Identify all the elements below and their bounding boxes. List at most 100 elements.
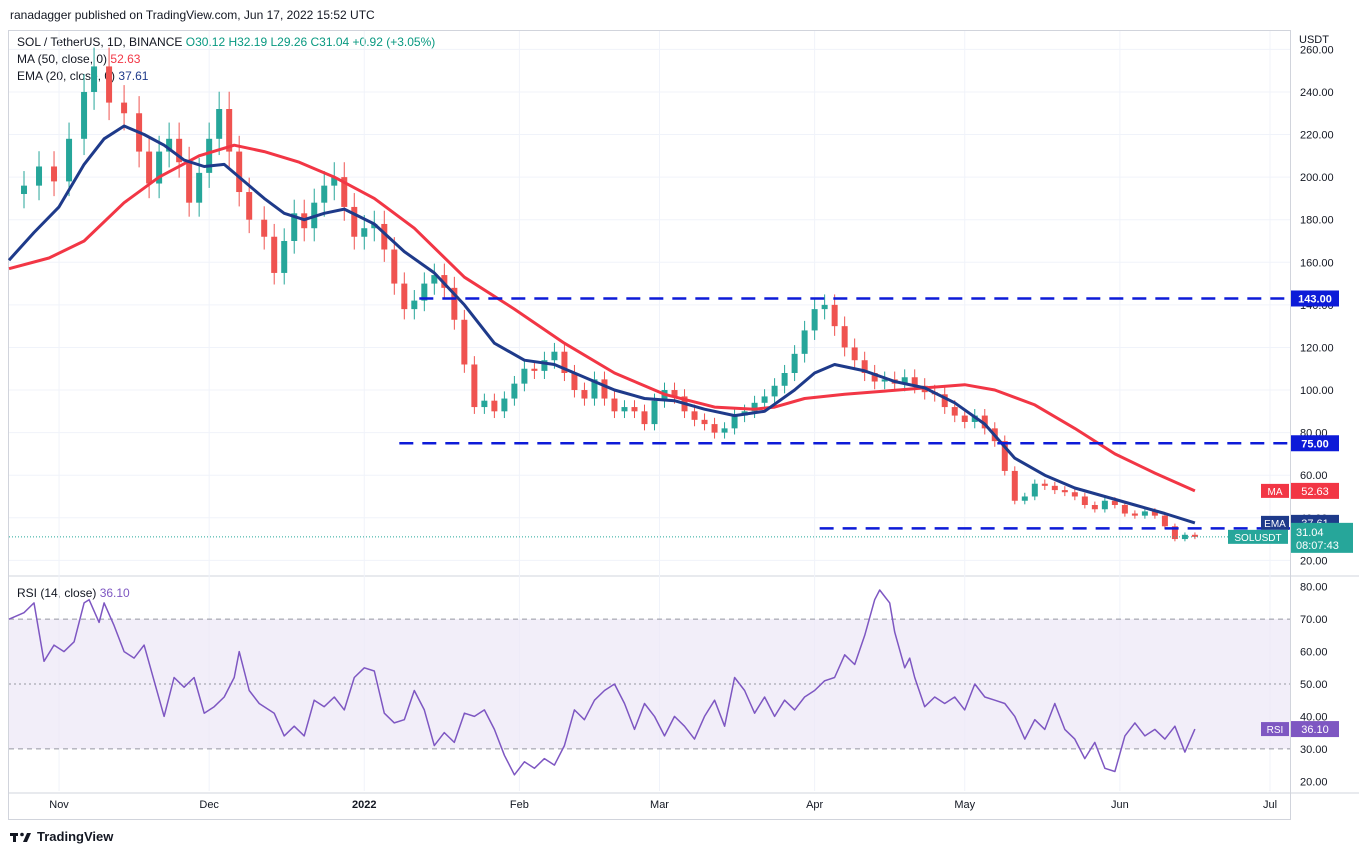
candle-body [431, 275, 438, 284]
last-price-name: SOLUSDT [1234, 533, 1281, 544]
currency-label: USDT [1299, 34, 1329, 46]
candle-body [631, 407, 638, 412]
candle-body [501, 398, 508, 412]
candle-body [581, 390, 588, 399]
rsi-tick-label: 60.00 [1300, 647, 1328, 659]
candle-body [1181, 534, 1188, 540]
candle-body [531, 368, 538, 371]
candle-body [541, 360, 548, 371]
rsi-tick-label: 70.00 [1300, 614, 1328, 626]
price-tag-value-box [1291, 482, 1339, 499]
candle-body [701, 419, 708, 425]
price-tick-label: 20.00 [1300, 555, 1328, 567]
candle-body [811, 309, 818, 331]
candle-body [1061, 490, 1068, 493]
last-price-value-box [1291, 522, 1353, 553]
rsi-line [8, 589, 1196, 776]
footer-brand-text: TradingView [37, 829, 114, 844]
candle-body [601, 379, 608, 399]
candle-body [1171, 526, 1178, 540]
candle-body [511, 383, 518, 399]
candle-body [1021, 496, 1028, 501]
time-tick-label: 2022 [352, 799, 376, 811]
price-tag-name-box [1261, 515, 1289, 530]
time-tick-label: Feb [510, 799, 529, 811]
rsi-tick-label: 50.00 [1300, 679, 1328, 691]
candle-body [951, 407, 958, 416]
candle-body [91, 66, 98, 92]
candle-body [81, 91, 88, 139]
level-label: 143.00 [1298, 293, 1332, 305]
candle-body [261, 219, 268, 237]
candle-body [1121, 505, 1128, 514]
candle-body [216, 109, 223, 139]
price-tag-name: EMA [1264, 519, 1286, 530]
price-tick-label: 160.00 [1300, 257, 1334, 269]
candle-body [521, 368, 528, 384]
legend-symbol[interactable]: SOL / TetherUS, 1D, BINANCE [17, 35, 183, 49]
candle-body [226, 109, 233, 152]
candle-body [196, 172, 203, 203]
candle-body [611, 398, 618, 412]
tradingview-logo-icon [10, 832, 31, 842]
candle-body [771, 385, 778, 397]
footer-brand[interactable]: TradingView [10, 829, 113, 844]
price-tag-name: MA [1268, 487, 1283, 498]
candle-body [1011, 470, 1018, 501]
level-label-box [1291, 435, 1339, 452]
time-tick-label: Jul [1263, 799, 1277, 811]
candle-body [401, 283, 408, 310]
price-tick-label: 220.00 [1300, 130, 1334, 142]
legend-rsi-label[interactable]: RSI (14, close) [17, 586, 97, 600]
candle-body [291, 213, 298, 241]
time-tick-label: Jun [1111, 799, 1129, 811]
candle-body [1091, 505, 1098, 510]
candle-body [351, 206, 358, 237]
candle-body [691, 411, 698, 420]
candle-body [861, 360, 868, 373]
price-tick-label: 260.00 [1300, 44, 1334, 56]
ma50-line [8, 143, 1196, 493]
legend-rsi-line: RSI (14, close) 36.10 [17, 586, 130, 600]
candle-body [1031, 483, 1038, 497]
candle-body [1111, 500, 1118, 505]
candle-body [281, 241, 288, 273]
candle-body [651, 400, 658, 425]
candle-body [881, 379, 888, 382]
candle-body [491, 400, 498, 412]
candle-body [641, 411, 648, 425]
legend-ma-label[interactable]: MA (50, close, 0) [17, 52, 108, 66]
candle-body [471, 364, 478, 408]
candle-body [451, 287, 458, 320]
level-label: 75.00 [1301, 438, 1329, 450]
price-tag-name-box [1261, 483, 1289, 498]
candle-body [941, 394, 948, 408]
candle-body [371, 223, 378, 229]
rsi-tag-value: 36.10 [1301, 724, 1329, 736]
rsi-tick-label: 40.00 [1300, 711, 1328, 723]
legend-ema-value: 37.61 [118, 69, 149, 83]
candle-body [761, 396, 768, 403]
candle-body [961, 415, 968, 422]
price-tick-label: 200.00 [1300, 172, 1334, 184]
candle-body [421, 283, 428, 301]
candle-body [1191, 534, 1198, 537]
candle-body [621, 407, 628, 412]
time-tick-label: Dec [199, 799, 219, 811]
candle-body [341, 177, 348, 207]
rsi-tick-label: 80.00 [1300, 582, 1328, 594]
price-tick-label: 240.00 [1300, 87, 1334, 99]
candle-body [236, 151, 243, 193]
candle-body [561, 351, 568, 373]
candle-body [411, 300, 418, 310]
candle-body [361, 228, 368, 237]
candle-body [51, 166, 58, 182]
candle-body [1131, 513, 1138, 516]
legend-ema-line: EMA (20, close, 0) 37.61 [17, 69, 148, 83]
candle-body [851, 347, 858, 361]
legend-ema-label[interactable]: EMA (20, close, 0) [17, 69, 116, 83]
level-label-box [1291, 290, 1339, 307]
time-tick-label: Apr [806, 799, 823, 811]
candle-body [571, 373, 578, 391]
